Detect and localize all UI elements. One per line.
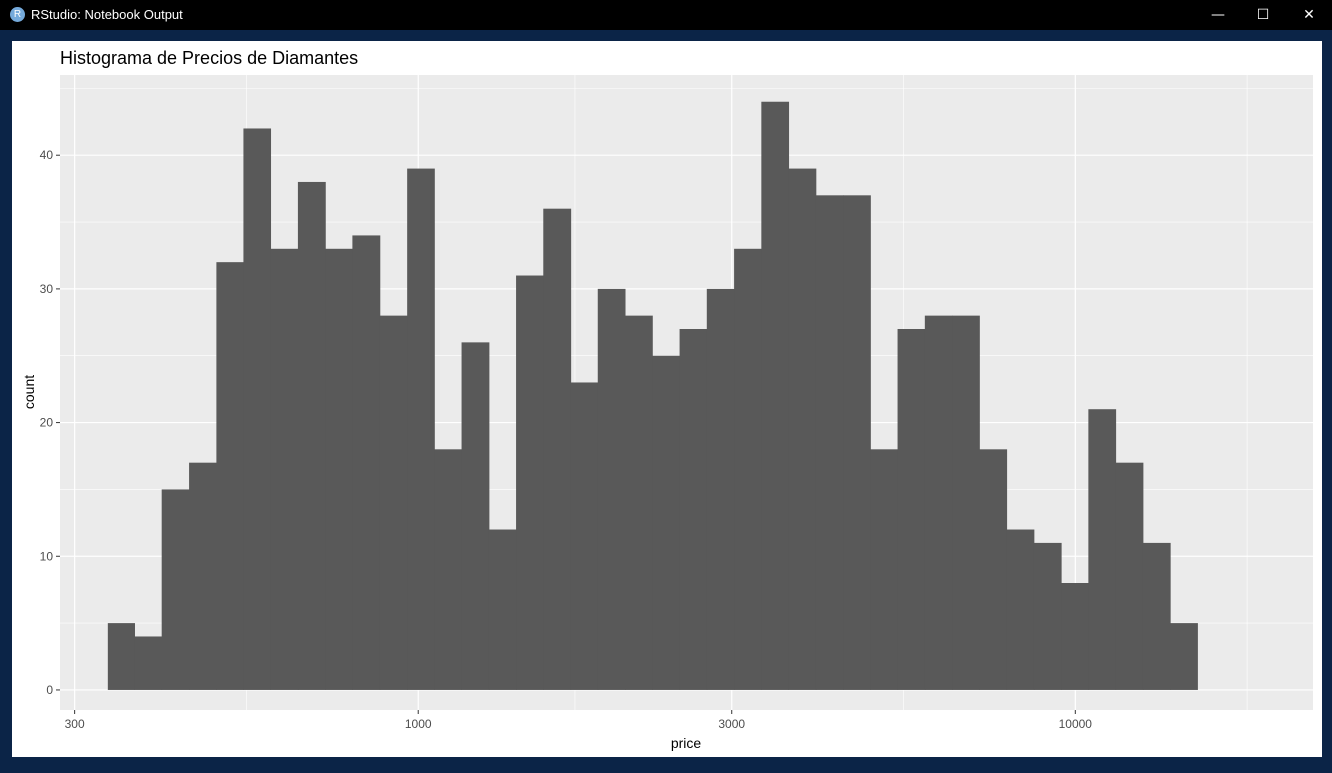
x-axis-label: price (671, 735, 702, 751)
minimize-button[interactable]: — (1211, 7, 1225, 23)
histogram-bar (761, 101, 790, 690)
y-tick-label: 20 (40, 416, 54, 430)
histogram-bar (461, 342, 490, 690)
histogram-bar (1061, 583, 1089, 690)
maximize-button[interactable]: ☐ (1256, 7, 1270, 23)
histogram-bar (270, 248, 299, 690)
window-bottom-edge (0, 757, 1332, 773)
histogram-bar (897, 329, 926, 690)
histogram-bar (815, 195, 844, 690)
histogram-bar (516, 275, 544, 690)
y-tick-label: 30 (40, 282, 54, 296)
histogram-bar (952, 315, 980, 690)
rstudio-icon: R (10, 7, 25, 22)
histogram-bar (924, 315, 953, 690)
histogram-bar (297, 181, 326, 690)
histogram-bar (1006, 529, 1035, 690)
histogram-bar (107, 623, 135, 690)
histogram-bar (734, 248, 762, 690)
histogram-bar (161, 489, 190, 690)
x-tick-label: 1000 (405, 717, 432, 731)
histogram-bar (1170, 623, 1198, 690)
histogram-bar (1088, 409, 1117, 690)
histogram-bar (352, 235, 381, 690)
histogram-bar (843, 195, 871, 690)
histogram-chart: Histograma de Precios de Diamantes 0 10 20… (21, 48, 1313, 751)
histogram-bar (216, 262, 244, 690)
histogram-bar (788, 168, 817, 690)
histogram-bar (243, 128, 272, 690)
title-bar[interactable]: R RStudio: Notebook Output — ☐ ✕ (0, 0, 1332, 30)
plot-area: Histograma de Precios de Diamantes 0 10 20… (12, 41, 1322, 757)
close-button[interactable]: ✕ (1303, 7, 1315, 23)
histogram-bar (652, 355, 681, 690)
y-tick-label: 40 (40, 148, 54, 162)
histogram-bar (570, 382, 599, 690)
histogram-bar (407, 168, 435, 690)
histogram-bar (597, 288, 626, 690)
histogram-bar (870, 449, 899, 690)
y-tick-label: 10 (40, 549, 54, 563)
y-tick-label: 0 (46, 683, 53, 697)
histogram-bar (488, 529, 517, 690)
x-tick-label: 3000 (718, 717, 745, 731)
histogram-bar (189, 462, 217, 690)
histogram-bar (706, 288, 735, 690)
x-tick-label: 300 (65, 717, 85, 731)
histogram-bar (1142, 542, 1171, 690)
histogram-bar (625, 315, 653, 690)
histogram-bar (1115, 462, 1144, 690)
histogram-bar (979, 449, 1008, 690)
histogram-bar (134, 636, 163, 690)
histogram-bar (325, 248, 353, 690)
histogram-bar (679, 329, 708, 690)
window-title: RStudio: Notebook Output (31, 7, 183, 22)
y-axis-label: count (21, 375, 37, 409)
chart-title: Histograma de Precios de Diamantes (60, 48, 358, 68)
histogram-bar (543, 208, 572, 690)
histogram-bar (434, 449, 463, 690)
histogram-bar (379, 315, 408, 690)
x-tick-label: 10000 (1059, 717, 1093, 731)
histogram-bar (1033, 542, 1062, 690)
